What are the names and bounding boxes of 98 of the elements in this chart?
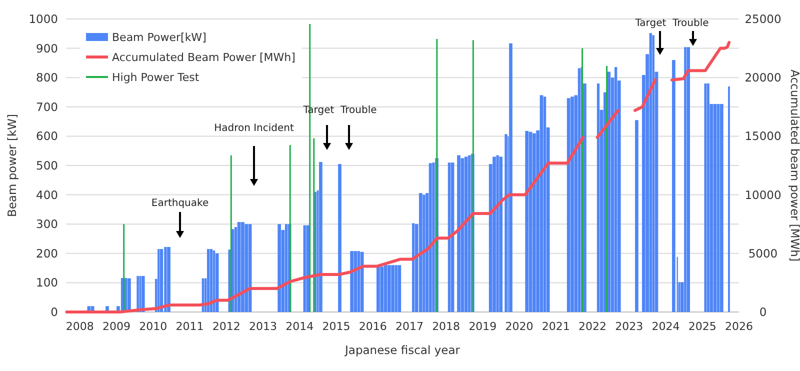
bar [428, 163, 432, 312]
x-tick-label: 2008 [66, 320, 94, 333]
y2-tick-label: 0 [759, 305, 767, 320]
bar [686, 47, 690, 312]
y-tick-label: 100 [36, 276, 58, 290]
bar [717, 104, 720, 312]
y-tick-label: 400 [36, 188, 58, 202]
y-tick-label: 900 [36, 41, 58, 56]
bar [167, 246, 170, 312]
y-tick-label: 600 [36, 129, 58, 144]
bar [468, 155, 471, 312]
y2-tick-label: 25000 [744, 12, 782, 26]
bar [566, 98, 570, 312]
x-tick-label: 2019 [468, 320, 497, 333]
bar [303, 225, 306, 312]
bar [704, 83, 706, 312]
bar [412, 223, 415, 312]
bar [278, 224, 281, 312]
x-tick-label: 2014 [286, 320, 314, 333]
bar [398, 265, 402, 312]
x-tick-label: 2009 [102, 320, 131, 333]
bar [672, 60, 676, 312]
x-axis-title: Japanese fiscal year [344, 343, 460, 357]
bar [492, 156, 496, 312]
legend-label: Beam Power[kW] [112, 30, 206, 44]
bar [360, 252, 364, 312]
x-tick-label: 2015 [322, 320, 350, 333]
bar [376, 266, 380, 312]
bar [570, 96, 574, 312]
y2-tick-label: 15000 [744, 129, 782, 144]
x-tick-label: 2012 [212, 320, 240, 333]
bar [496, 155, 499, 312]
bar [422, 194, 426, 312]
x-tick-label: 2016 [358, 320, 387, 333]
x-tick-label: 2023 [615, 320, 644, 333]
bar [578, 68, 581, 312]
y2-axis-title: Accumulated beam power [MWh] [788, 70, 800, 262]
bar [128, 278, 131, 312]
bar [387, 265, 391, 312]
y-tick-label: 200 [36, 246, 58, 260]
bar [350, 251, 354, 312]
bar [720, 104, 724, 312]
bar [525, 130, 529, 312]
x-tick-label: 2013 [248, 320, 277, 333]
bar [394, 265, 398, 312]
legend-label: Accumulated Beam Power [MWh] [112, 50, 296, 64]
bar [357, 251, 360, 312]
x-tick-label: 2024 [652, 320, 680, 333]
bar [418, 193, 422, 312]
x-tick-label: 2022 [578, 320, 607, 333]
y-tick-label: 500 [36, 158, 58, 173]
y-axis-title: Beam power [kW] [5, 114, 19, 218]
x-tick-label: 2026 [725, 320, 753, 333]
bar [338, 164, 342, 312]
bar [543, 96, 546, 312]
bar [499, 156, 503, 312]
annotation: Earthquake [151, 198, 209, 209]
x-tick-label: 2010 [139, 320, 168, 333]
bar [652, 35, 654, 312]
y2-tick-label: 10000 [744, 188, 782, 202]
bar [241, 222, 244, 312]
bar [136, 276, 139, 312]
annotation: Hadron Incident [214, 123, 294, 134]
bar [532, 133, 536, 312]
bar [391, 265, 395, 312]
bar [284, 224, 288, 312]
x-tick-label: 2021 [542, 320, 570, 333]
bar [684, 47, 686, 312]
y-tick-label: 1000 [28, 12, 58, 26]
bar [457, 155, 460, 312]
y2-tick-label: 20000 [744, 70, 782, 85]
bar [141, 276, 145, 312]
bar [635, 120, 638, 312]
bar [706, 83, 710, 312]
bar [319, 162, 322, 312]
bar [215, 253, 219, 312]
bar [244, 224, 248, 312]
y-tick-label: 300 [36, 217, 58, 232]
legend-label: High Power Test [112, 70, 200, 84]
x-tick-label: 2025 [688, 320, 716, 333]
bar [649, 33, 652, 312]
bar [160, 249, 164, 312]
x-tick-label: 2011 [176, 320, 204, 333]
bar [614, 67, 618, 312]
x-tick-label: 2020 [505, 320, 534, 333]
y-tick-label: 0 [50, 305, 58, 320]
x-tick-label: 2017 [395, 320, 424, 333]
y-tick-label: 700 [36, 100, 58, 114]
bar [596, 83, 600, 312]
x-tick-label: 2018 [432, 320, 460, 333]
bar [206, 249, 210, 312]
annotation: Target Trouble [634, 18, 709, 29]
bar [210, 249, 213, 312]
bar [448, 162, 451, 312]
bar [380, 266, 384, 312]
y-tick-label: 800 [36, 70, 58, 85]
y2-tick-label: 5000 [748, 246, 778, 260]
bar [460, 158, 464, 312]
